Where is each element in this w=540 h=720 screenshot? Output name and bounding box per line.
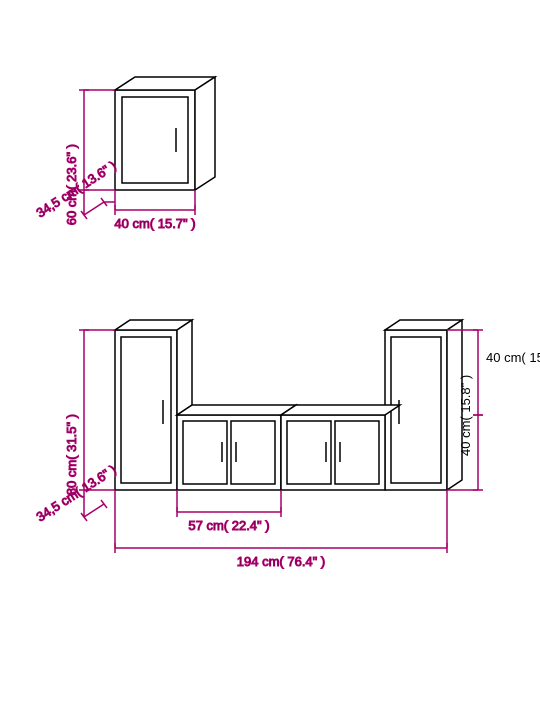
dim-top-width-label: 40 cm( 15.7" ): [114, 216, 195, 231]
bottom-unit-group: [115, 320, 462, 490]
top-cabinet-front: [115, 90, 195, 190]
dim-bot-rlower-label: 40 cm( 15.8" ): [458, 375, 473, 456]
diagram-canvas: 60 cm( 23.6" ) 34,5 cm( 13.6" ) 40 cm( 1…: [0, 0, 540, 720]
dim-bot-lowwidth-label: 57 cm( 22.4" ): [188, 518, 269, 533]
left-tall-side: [177, 320, 192, 415]
low2-front: [281, 415, 385, 490]
top-cabinet-group: [115, 77, 215, 190]
low1-front: [177, 415, 281, 490]
right-tall-front: [385, 330, 447, 490]
top-cabinet-side: [195, 77, 215, 190]
dim-bot-total-label: 194 cm( 76.4" ): [237, 554, 325, 569]
dim-bot-rupper-label: 40 cm( 15.8" ): [486, 350, 540, 365]
left-tall-front: [115, 330, 177, 490]
